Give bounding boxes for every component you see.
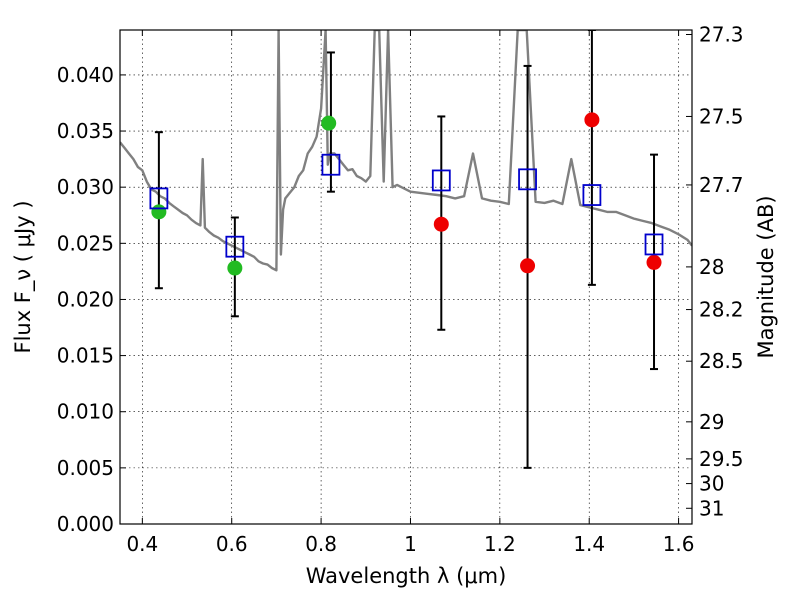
upper-limit-point	[646, 254, 662, 270]
y2-tick-label: 29	[699, 410, 724, 434]
y-tick-label: 0.030	[57, 175, 114, 199]
y2-tick-label: 27.7	[699, 173, 744, 197]
y2-tick-label: 28	[699, 255, 724, 279]
grid	[120, 30, 692, 525]
y-tick-label: 0.035	[57, 119, 114, 143]
model-photometry-square	[582, 184, 602, 206]
y2-tick-label: 28.5	[699, 349, 744, 373]
x-tick-label: 1.4	[573, 532, 605, 556]
y-tick-label: 0.040	[57, 63, 114, 87]
model-spectrum-line	[120, 30, 692, 272]
x-tick-label: 1.6	[663, 532, 695, 556]
model-photometry-square	[518, 168, 537, 191]
y-tick-label: 0.015	[57, 344, 114, 368]
y-tick-label: 0.020	[57, 287, 114, 311]
plot-frame	[119, 29, 693, 525]
detection-point	[321, 115, 337, 131]
y2-tick-label: 27.3	[699, 22, 744, 46]
y-tick-label: 0.025	[57, 231, 114, 255]
detection-point	[151, 204, 167, 220]
model-photometry-square	[225, 235, 245, 258]
upper-limit-point	[584, 112, 600, 128]
y2-tick-label: 29.5	[699, 447, 744, 471]
axis-ticks: 0.4 0.6 0.8 1 1.2 1.4 1.6 0.000 0.005 0.010 0.015 0…	[57, 22, 744, 556]
y2-axis-label: Magnitude (AB)	[754, 195, 778, 358]
y2-tick-label: 28.2	[699, 298, 744, 322]
x-axis-label: Wavelength λ (μm)	[306, 564, 507, 588]
y-axis-label: Flux F_ν ( μJy )	[11, 200, 36, 353]
y2-tick-label: 31	[699, 496, 724, 520]
x-tick-label: 1.2	[484, 532, 516, 556]
y-tick-label: 0.005	[57, 456, 114, 480]
y2-tick-label: 30	[699, 472, 724, 496]
model-photometry-square	[644, 233, 664, 256]
x-tick-label: 0.4	[126, 532, 158, 556]
x-tick-label: 0.8	[305, 532, 337, 556]
y-tick-label: 0.010	[57, 400, 114, 424]
model-photometry-square	[431, 169, 451, 192]
detection-point	[227, 260, 243, 276]
x-tick-label: 1	[404, 532, 417, 556]
x-tick-label: 0.6	[216, 532, 248, 556]
model-photometry-square	[321, 153, 341, 176]
upper-limit-point	[433, 216, 449, 232]
y-tick-label: 0.000	[57, 512, 114, 536]
y2-tick-label: 27.5	[699, 104, 744, 128]
model-photometry-square	[149, 187, 169, 210]
plot-area	[120, 30, 692, 469]
upper-limit-point	[520, 258, 536, 274]
